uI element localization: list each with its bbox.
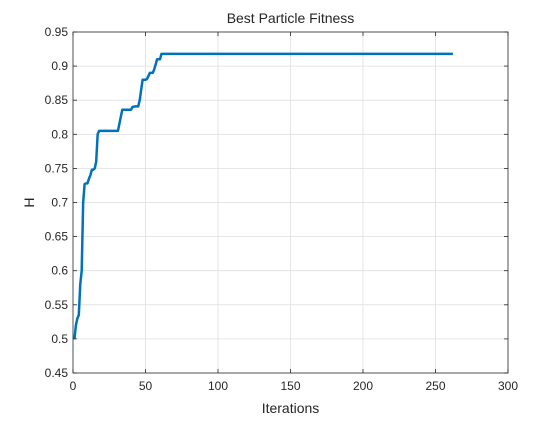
y-tick-label: 0.7 [51,196,68,210]
y-tick-label: 0.85 [45,93,69,107]
tick-marks [72,31,509,374]
chart-title: Best Particle Fitness [227,10,355,26]
x-tick-label: 200 [353,379,373,393]
y-tick-label: 0.75 [45,161,69,175]
y-tick-label: 0.5 [51,332,68,346]
x-tick-labels: 0 50 100 150 200 250 300 [70,379,519,393]
y-tick-label: 0.55 [45,298,69,312]
y-tick-label: 0.9 [51,59,68,73]
y-tick-labels: 0.45 0.5 0.55 0.6 0.65 0.7 0.75 0.8 0.85 0.9 0.95 [45,25,69,380]
x-tick-label: 250 [425,379,445,393]
y-tick-label: 0.6 [51,264,68,278]
x-tick-label: 100 [208,379,228,393]
x-tick-label: 300 [498,379,518,393]
y-axis-label: H [21,197,37,207]
series-line [73,52,453,340]
x-tick-label: 150 [280,379,300,393]
x-tick-label: 0 [70,379,77,393]
y-tick-label: 0.65 [45,230,69,244]
y-tick-label: 0.45 [45,366,69,380]
x-axis-label: Iterations [262,400,320,416]
y-tick-label: 0.95 [45,25,69,39]
grid-lines [73,32,508,373]
x-tick-label: 50 [139,379,153,393]
y-tick-label: 0.8 [51,127,68,141]
